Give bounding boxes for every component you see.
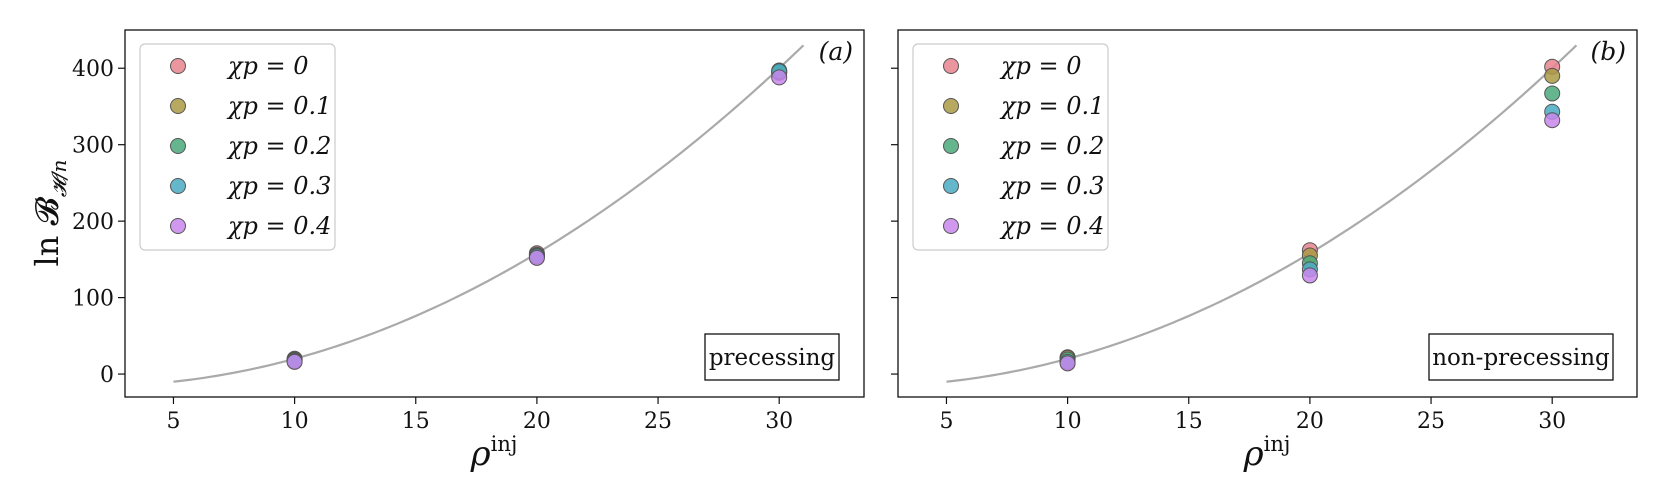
data-point-series-4	[1544, 112, 1561, 129]
axis-ticks-b: 5 10 15 20 25 30	[891, 67, 1566, 434]
legend-marker	[943, 138, 959, 154]
y-axis-label-sub-a: 𝓗/n	[47, 160, 71, 198]
data-point-series-2	[1544, 85, 1561, 102]
points-layer-b	[1059, 58, 1561, 372]
legend-a: χp = 0 χp = 0.1 χp = 0.2 χp = 0.3 χp = 0.4	[139, 43, 336, 251]
x-tick-label: 15	[1175, 409, 1203, 434]
points-layer-a	[286, 62, 788, 370]
x-tick-label: 25	[1417, 409, 1445, 434]
x-axis-label-a: ρinj	[470, 432, 518, 474]
x-axis-label-sup-a: inj	[491, 432, 518, 456]
legend-label: χp = 0.3	[226, 172, 331, 200]
y-tick-label: 400	[72, 57, 114, 82]
y-tick-label: 200	[72, 210, 114, 235]
x-tick-label: 10	[281, 409, 309, 434]
data-point-series-4	[528, 249, 545, 266]
legend-marker	[170, 138, 186, 154]
x-axis-label-main-a: ρ	[470, 434, 491, 474]
x-tick-label: 20	[1296, 409, 1324, 434]
panel-label-a: (a)	[819, 37, 853, 66]
data-point-series-1	[1544, 67, 1561, 84]
fit-curve-layer-a	[173, 44, 805, 383]
legend-label: χp = 0.3	[999, 172, 1104, 200]
legend-b: χp = 0 χp = 0.1 χp = 0.2 χp = 0.3 χp = 0.4	[912, 43, 1109, 251]
fit-curve	[173, 44, 805, 383]
x-tick-label: 30	[765, 409, 793, 434]
x-tick-label: 5	[166, 409, 180, 434]
legend-label: χp = 0.4	[226, 212, 331, 240]
legend-label: χp = 0.2	[999, 132, 1104, 160]
data-point-series-4	[1059, 355, 1076, 372]
legend-frame-b	[912, 43, 1109, 251]
y-tick-label: 0	[100, 363, 114, 388]
annotation-text-a: precessing	[709, 345, 836, 371]
data-point-series-4	[286, 353, 303, 370]
legend-marker	[943, 98, 959, 114]
annotation-box-b: non-precessing	[1428, 333, 1614, 381]
x-axis-label-sup-b: inj	[1264, 432, 1291, 456]
legend-label: χp = 0	[999, 52, 1082, 80]
legend-frame-a	[139, 43, 336, 251]
legend-marker	[170, 98, 186, 114]
y-tick-label: 100	[72, 287, 114, 312]
panel-a: (a) precessing ρinj ln 𝓑𝓗/n 5 10 15 20 25 300…	[28, 29, 865, 474]
fit-curve-layer-b	[946, 44, 1578, 383]
plot-frame-b	[897, 29, 1638, 398]
legend-marker	[943, 58, 959, 74]
x-tick-label: 20	[523, 409, 551, 434]
legend-marker	[170, 178, 186, 194]
legend-marker	[943, 178, 959, 194]
legend-label: χp = 0.2	[226, 132, 331, 160]
x-tick-label: 25	[644, 409, 672, 434]
data-point-series-4	[771, 69, 788, 86]
x-tick-label: 10	[1054, 409, 1082, 434]
legend-marker	[170, 218, 186, 234]
y-axis-label-a: ln 𝓑𝓗/n	[28, 160, 71, 267]
legend-label: χp = 0	[226, 52, 309, 80]
x-tick-label: 15	[402, 409, 430, 434]
legend-label: χp = 0.4	[999, 212, 1104, 240]
x-axis-label-b: ρinj	[1243, 432, 1291, 474]
annotation-box-a: precessing	[704, 333, 840, 381]
x-axis-label-main-b: ρ	[1243, 434, 1264, 474]
y-axis-label-main-a: ln 𝓑	[28, 196, 66, 266]
x-tick-label: 30	[1538, 409, 1566, 434]
legend-label: χp = 0.1	[999, 92, 1104, 120]
data-point-series-4	[1301, 267, 1318, 284]
x-tick-label: 5	[939, 409, 953, 434]
panel-label-b: (b)	[1590, 37, 1626, 66]
fit-curve	[946, 44, 1578, 383]
panel-b: (b) non-precessing ρinj 5 10 15 20 25 30 χp =…	[891, 29, 1638, 474]
legend-label: χp = 0.1	[226, 92, 331, 120]
plot-frame-a	[124, 29, 865, 398]
legend-marker	[943, 218, 959, 234]
annotation-text-b: non-precessing	[1432, 345, 1610, 371]
legend-marker	[170, 58, 186, 74]
y-tick-label: 300	[72, 134, 114, 159]
